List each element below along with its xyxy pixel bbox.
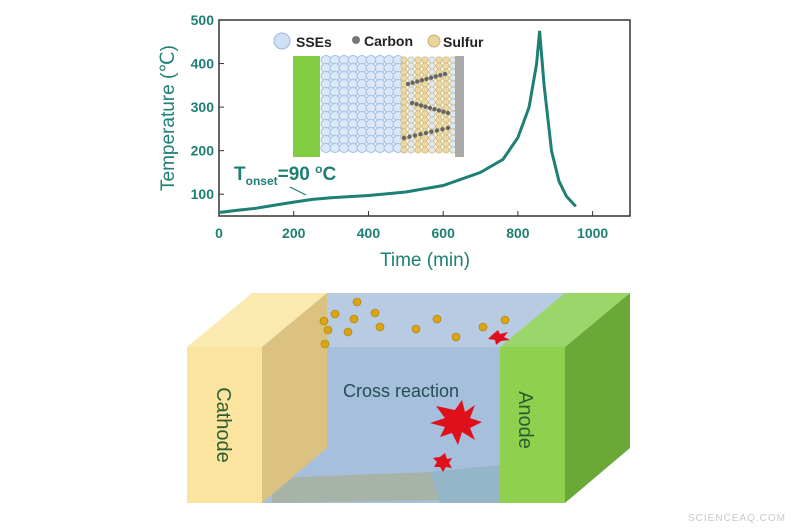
y-tick-label: 500 (191, 12, 215, 28)
legend-sulfur: Sulfur (443, 34, 484, 50)
sulfur-particle (500, 315, 510, 325)
sulfur-particles (319, 297, 510, 349)
x-tick-label: 0 (215, 225, 223, 241)
inset-diagram: SSEs Carbon Sulfur (273, 32, 484, 157)
y-axis-label: Temperature (℃) (158, 45, 179, 191)
cross-reaction-label: Cross reaction (343, 381, 459, 401)
y-tick-label: 400 (191, 56, 215, 72)
x-tick-label: 1000 (577, 225, 608, 241)
sulfur-particle (370, 308, 380, 318)
sulfur-particle (375, 322, 385, 332)
anode-block (500, 347, 565, 503)
x-tick-label: 800 (506, 225, 530, 241)
watermark: SCIENCEAQ.COM (687, 513, 786, 524)
sse-legend-icon (273, 32, 291, 50)
sulfur-particle (319, 316, 329, 326)
sulfur-particle (411, 324, 421, 334)
onset-annotation: Tonset=90 oC (234, 162, 336, 188)
onset-arrow (289, 186, 307, 196)
sulfur-particle (451, 332, 461, 342)
temperature-curve (218, 30, 577, 214)
sulfur-particle (323, 325, 333, 335)
sulfur-particle (330, 309, 340, 319)
x-tick-label: 200 (282, 225, 306, 241)
temperature-chart: 0 200 400 600 800 1000 100 200 300 400 500 Time (m… (158, 12, 631, 271)
sulfur-particle (343, 327, 353, 337)
sulfur-particle (478, 322, 488, 332)
sulfur-particle (352, 297, 362, 307)
legend-sses: SSEs (296, 34, 332, 50)
current-collector (455, 56, 464, 157)
sulfur-legend-icon (427, 34, 441, 48)
sulfur-particle (349, 314, 359, 324)
y-tick-label: 300 (191, 99, 215, 115)
anode-label: Anode (514, 391, 536, 449)
y-tick-label: 100 (191, 186, 215, 202)
x-tick-label: 600 (432, 225, 456, 241)
plot-frame (218, 19, 631, 217)
reaction-burst-top-icon (488, 330, 510, 345)
y-tick-label: 200 (191, 143, 215, 159)
x-tick-label: 400 (357, 225, 381, 241)
anode-layer (293, 56, 320, 157)
sulfur-particle (432, 314, 442, 324)
carbon-legend-icon (352, 36, 360, 44)
legend-carbon: Carbon (364, 33, 413, 49)
reaction-burst-small-icon (433, 453, 452, 472)
x-axis-label: Time (min) (380, 250, 470, 271)
cathode-block (187, 347, 262, 503)
battery-diagram: Cathode Anode Cross reaction (187, 293, 630, 503)
cathode-label: Cathode (212, 387, 234, 463)
reaction-burst-icon (430, 400, 482, 445)
sulfur-particle (320, 339, 330, 349)
